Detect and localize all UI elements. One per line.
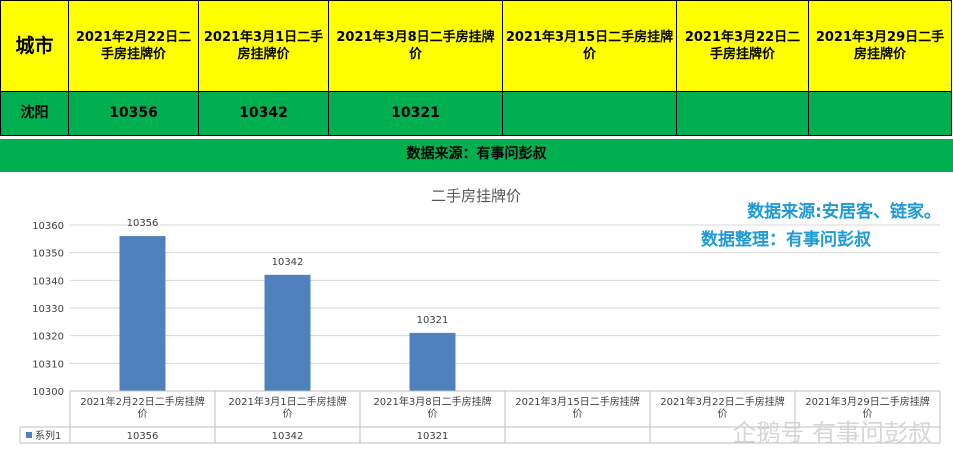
x-tick-label: 2021年3月1日二手房挂牌价 — [228, 395, 346, 420]
header-date: 2021年2月22日二手房挂牌价 — [68, 0, 199, 92]
data-label: 10321 — [417, 315, 449, 326]
row-value — [676, 91, 809, 136]
table-value: 10342 — [272, 431, 304, 442]
x-tick-label: 2021年3月22日二手房挂牌价 — [660, 395, 785, 420]
row-value: 10356 — [68, 91, 199, 136]
x-tick-label: 2021年3月8日二手房挂牌价 — [373, 395, 491, 420]
bar — [409, 332, 456, 391]
y-tick-label: 10330 — [32, 304, 64, 315]
row-value — [502, 91, 677, 136]
header-date: 2021年3月22日二手房挂牌价 — [676, 0, 809, 92]
x-tick-label: 2021年3月29日二手房挂牌价 — [805, 395, 930, 420]
table-row: 沈阳 10356 10342 10321 — [0, 91, 952, 136]
bar — [119, 236, 166, 391]
header-city: 城市 — [0, 0, 69, 92]
y-tick-label: 10340 — [32, 276, 64, 287]
price-table: 城市 2021年2月22日二手房挂牌价 2021年3月1日二手房挂牌价 2021… — [0, 0, 952, 136]
y-tick-label: 10300 — [32, 387, 64, 398]
row-value: 10321 — [328, 91, 503, 136]
data-label: 10342 — [272, 257, 304, 268]
data-label: 10356 — [127, 218, 159, 229]
overlay-curator-line: 数据整理：有事问彭叔 — [701, 230, 871, 250]
source-bar: 数据来源：有事问彭叔 — [0, 139, 953, 172]
bar — [264, 274, 311, 391]
chart-title: 二手房挂牌价 — [431, 187, 521, 205]
header-date: 2021年3月8日二手房挂牌价 — [328, 0, 503, 92]
y-tick-label: 10360 — [32, 221, 64, 232]
row-value — [808, 91, 952, 136]
legend-series-name: 系列1 — [35, 429, 61, 442]
header-date: 2021年3月29日二手房挂牌价 — [808, 0, 952, 92]
row-value: 10342 — [198, 91, 329, 136]
chart-area: 二手房挂牌价 10300 10310 10320 10330 10340 10350 1036… — [0, 173, 953, 461]
x-tick-label: 2021年3月15日二手房挂牌价 — [515, 395, 640, 420]
table-value: 10356 — [127, 431, 159, 442]
table-header-row: 城市 2021年2月22日二手房挂牌价 2021年3月1日二手房挂牌价 2021… — [0, 0, 952, 92]
overlay-source-line: 数据来源:安居客、链家。 — [747, 202, 941, 222]
watermark: 企鹅号 有事问彭叔 — [732, 419, 932, 447]
y-tick-label: 10320 — [32, 332, 64, 343]
y-tick-label: 10310 — [32, 359, 64, 370]
header-date: 2021年3月15日二手房挂牌价 — [502, 0, 677, 92]
y-tick-label: 10350 — [32, 249, 64, 260]
legend-key — [26, 432, 32, 438]
x-tick-label: 2021年2月22日二手房挂牌价 — [80, 395, 205, 420]
row-city: 沈阳 — [0, 91, 69, 136]
table-value: 10321 — [417, 431, 449, 442]
bar-chart: 二手房挂牌价 10300 10310 10320 10330 10340 10350 1036… — [19, 187, 941, 447]
header-date: 2021年3月1日二手房挂牌价 — [198, 0, 329, 92]
